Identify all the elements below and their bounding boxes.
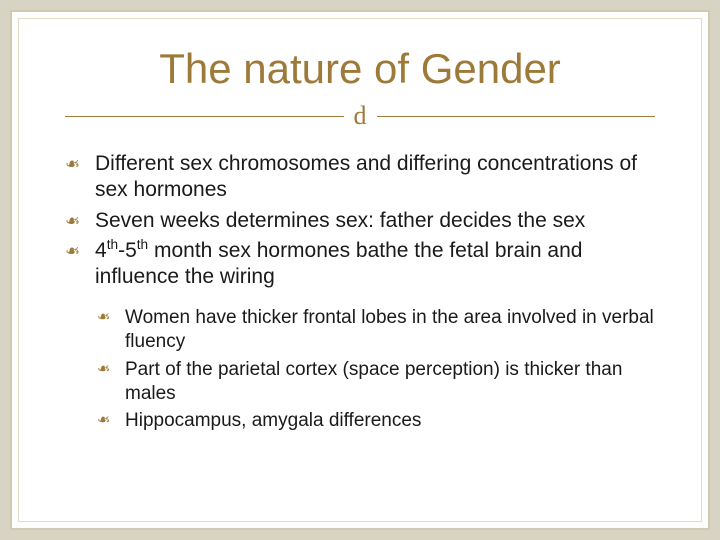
flourish-icon: d xyxy=(354,103,367,129)
bullet-list: Different sex chromosomes and differing … xyxy=(65,151,655,290)
slide-inner: The nature of Gender d Different sex chr… xyxy=(18,18,702,522)
sub-bullet-item: Women have thicker frontal lobes in the … xyxy=(97,306,655,354)
sub-bullet-item: Hippocampus, amygala differences xyxy=(97,409,655,433)
bullet-item: 4th-5th month sex hormones bathe the fet… xyxy=(65,238,655,291)
sub-bullet-item: Part of the parietal cortex (space perce… xyxy=(97,358,655,406)
sub-bullet-list: Women have thicker frontal lobes in the … xyxy=(97,306,655,433)
bullet-item: Seven weeks determines sex: father decid… xyxy=(65,208,655,234)
divider-line-left xyxy=(65,116,344,117)
slide-title: The nature of Gender xyxy=(65,45,655,93)
bullet-item: Different sex chromosomes and differing … xyxy=(65,151,655,204)
title-divider: d xyxy=(65,103,655,129)
divider-line-right xyxy=(377,116,656,117)
slide-frame: The nature of Gender d Different sex chr… xyxy=(10,10,710,530)
